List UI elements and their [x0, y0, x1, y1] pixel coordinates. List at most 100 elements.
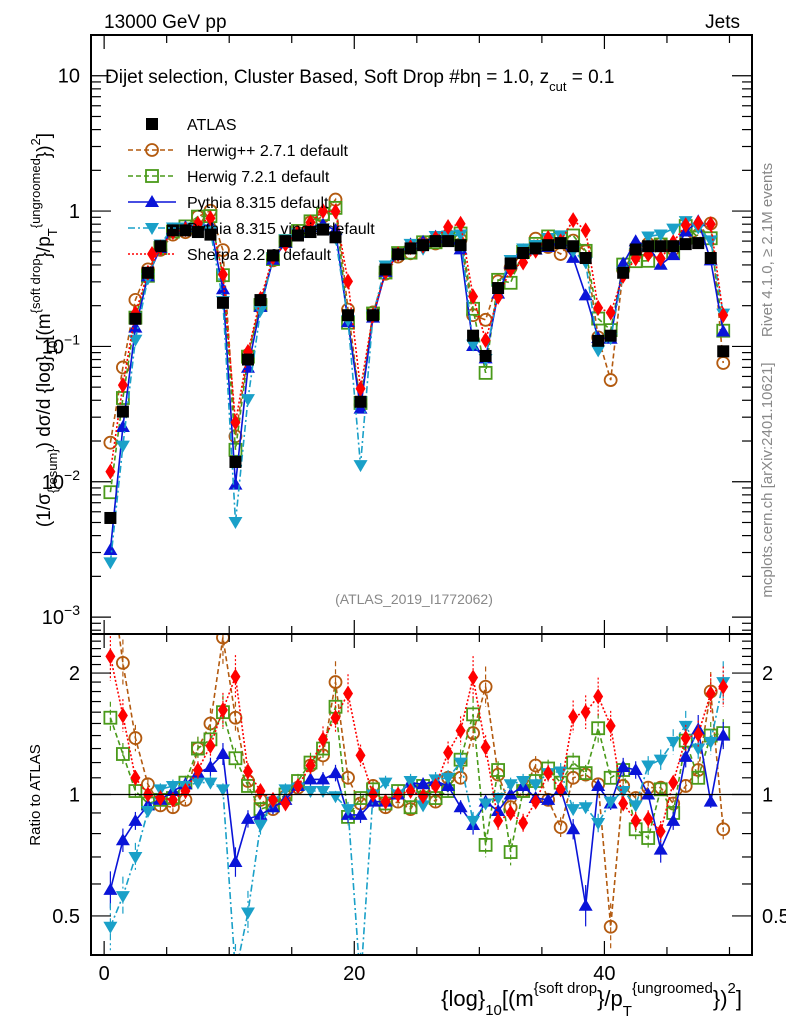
legend-label: Pythia 8.315 vincia-default: [187, 221, 375, 238]
plot-title-main: Dijet selection, Cluster Based, Soft Dro…: [105, 67, 549, 88]
series-3-ratio-point: [378, 777, 393, 790]
header-energy-label: 13000 GeV pp: [104, 12, 227, 33]
series-4-ratio-point: [380, 793, 391, 810]
legend: ATLAS Herwig++ 2.7.1 default Herwig 7.2.1 …: [128, 117, 375, 264]
xlabel-part-e: ]: [736, 986, 742, 1011]
series-0-main-point: [115, 360, 130, 375]
series-2-ratio-point: [616, 759, 631, 772]
series-3-main-point: [240, 394, 255, 407]
atlas-data-point: [154, 240, 167, 253]
series-2-ratio-point: [453, 800, 468, 813]
ylabel-part-d-sup: {ungroomed: [28, 158, 43, 228]
atlas-data-point: [279, 235, 292, 248]
series-4-ratio-point: [292, 777, 303, 794]
legend-marker-diamond-filled: [147, 246, 157, 262]
series-4-main-point: [217, 266, 228, 283]
series-3-main-line: [109, 220, 724, 563]
atlas-data-point: [554, 237, 567, 250]
series-4-main-point: [630, 250, 641, 267]
series-4-ratio-point: [605, 717, 616, 734]
y-tick-base: 10: [58, 66, 80, 88]
series-0-ratio-point: [466, 726, 480, 740]
atlas-data-point: [417, 239, 430, 252]
series-4-ratio-point: [630, 812, 641, 829]
series-1-ratio-point: [503, 845, 518, 859]
ylabel-part-f: ]: [34, 133, 55, 138]
y-tick-base: 10: [42, 607, 64, 629]
series-3-ratio-point: [691, 743, 706, 756]
ylabel-part-b-sub: 10: [45, 341, 60, 355]
series-4-ratio-point: [518, 814, 529, 831]
atlas-data-point: [404, 242, 417, 255]
x-axis-label: {log}10[(m{soft drop}/pT{ungroomed})2]: [441, 980, 742, 1020]
series-4-main-point: [468, 288, 479, 305]
atlas-data-point: [216, 296, 229, 309]
series-4-ratio-point: [580, 704, 591, 721]
legend-label: Pythia 8.315 default: [187, 195, 329, 212]
series-4-ratio-point: [267, 791, 278, 808]
ylabel-part-a: (1/σ: [34, 493, 55, 527]
y-axis-label: (1/σ{resum}) dσ/d {log}10[(m{soft drop}/…: [28, 133, 60, 527]
series-2-main-point: [215, 282, 230, 295]
series-3-ratio-point: [641, 760, 656, 773]
ylabel-part-d: }/p: [34, 236, 55, 258]
series-3-ratio-point: [628, 800, 643, 813]
series-4-ratio-point: [555, 781, 566, 798]
series-4-main-point: [705, 216, 716, 233]
atlas-data-point: [229, 455, 242, 468]
y-tick-label: 10 −1: [42, 331, 80, 358]
series-3-ratio-point: [278, 784, 293, 797]
atlas-data-point: [642, 240, 655, 253]
series-3-ratio-point: [215, 784, 230, 797]
legend-marker-triangle-up: [145, 195, 159, 207]
series-2-ratio-point: [666, 813, 681, 826]
series-4-main-point: [718, 307, 729, 324]
series-4-main-point: [230, 414, 241, 431]
series-1-main-point: [228, 442, 243, 457]
series-4-main-point: [330, 203, 341, 220]
series-4-ratio-point: [493, 812, 504, 829]
series-1-ratio-point: [478, 837, 493, 852]
series-4-ratio-point: [618, 795, 629, 812]
series-3-ratio-point: [341, 804, 356, 817]
series-3-ratio-point: [703, 736, 718, 749]
series-4-ratio-point: [305, 757, 316, 774]
atlas-data-point: [367, 309, 380, 322]
series-1-main-point: [478, 365, 493, 380]
series-2-ratio-point: [716, 728, 731, 741]
series-4-ratio-point: [668, 774, 679, 791]
series-0-ratio-point: [716, 822, 731, 837]
ylabel-part-c-sup: {soft drop: [28, 258, 43, 313]
atlas-data-point: [617, 266, 630, 279]
atlas-data-point: [191, 226, 204, 239]
series-3-main-point: [353, 460, 368, 473]
series-4-ratio-point: [130, 769, 141, 786]
series-3-ratio-point: [478, 798, 493, 811]
series-4-ratio-point: [530, 793, 541, 810]
series-3-ratio-point: [403, 776, 418, 789]
series-4-ratio-point: [655, 823, 666, 840]
series-3-ratio-point: [616, 786, 631, 799]
legend-marker-triangle-down: [145, 223, 159, 235]
series-1-ratio-point: [103, 710, 118, 725]
series-4-ratio-point: [217, 701, 228, 718]
ylabel-part-c: [(m: [34, 313, 55, 340]
series-2-ratio-point: [353, 807, 368, 820]
atlas-data-point: [454, 239, 467, 252]
legend-marker-circle-open: [145, 143, 159, 157]
series-2-main-point: [115, 419, 130, 432]
atlas-data-point: [354, 395, 367, 408]
atlas-data-point: [304, 226, 317, 239]
series-4-ratio-point: [455, 722, 466, 739]
series-2-ratio-point: [628, 763, 643, 776]
series-1-ratio-point: [603, 770, 618, 785]
series-4-ratio-point: [105, 648, 116, 665]
y-tick-base: 10: [42, 336, 64, 358]
ratio-plot-series: [103, 634, 731, 955]
atlas-data-point: [317, 223, 330, 236]
atlas-data-point: [241, 353, 254, 366]
y-tick-label: 1: [69, 201, 80, 223]
y-tick-exponent: −2: [64, 467, 80, 483]
series-4-ratio-point: [543, 765, 554, 782]
atlas-data-point: [116, 405, 129, 418]
